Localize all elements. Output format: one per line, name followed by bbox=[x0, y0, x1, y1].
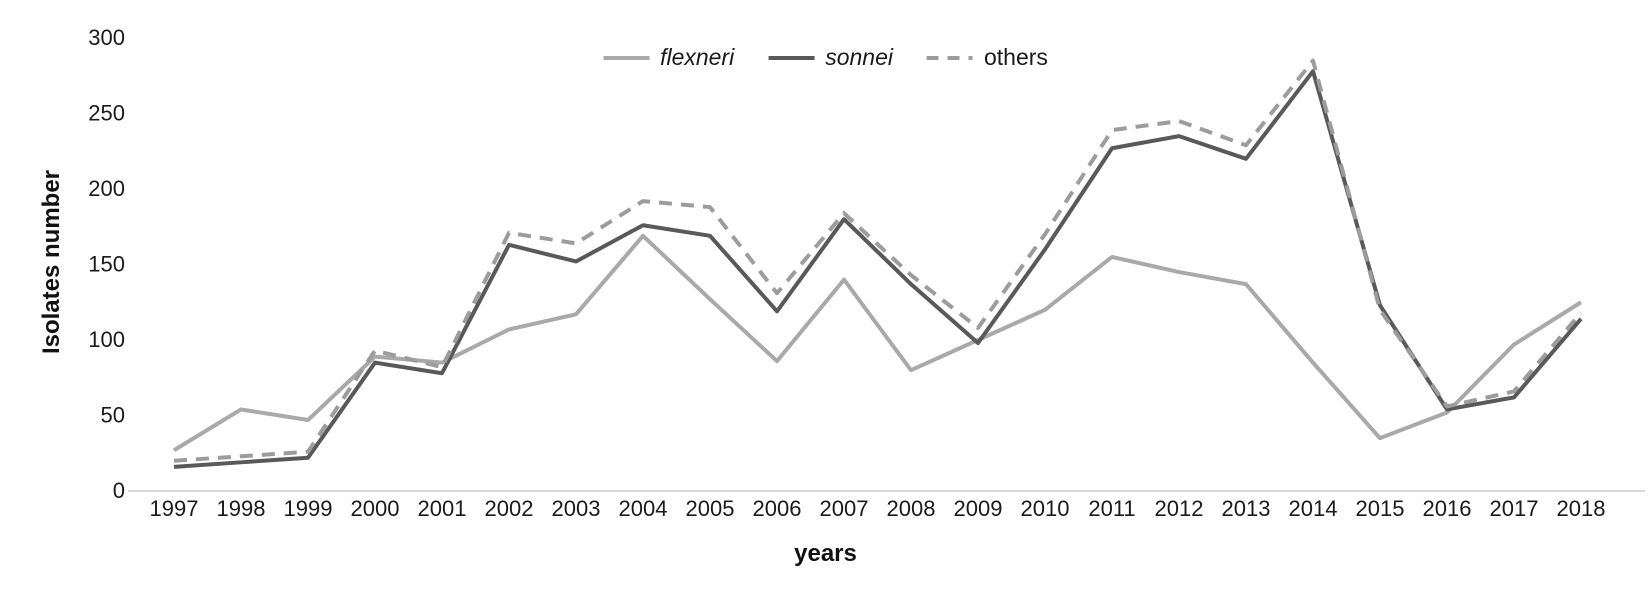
legend-label-sonnei: sonnei bbox=[825, 44, 893, 70]
x-tick-label: 2015 bbox=[1356, 496, 1405, 521]
x-tick-label: 2018 bbox=[1557, 496, 1606, 521]
x-tick-label: 2006 bbox=[753, 496, 802, 521]
y-tick-label: 50 bbox=[101, 403, 125, 428]
x-tick-label: 1999 bbox=[284, 496, 333, 521]
x-tick-label: 1997 bbox=[150, 496, 199, 521]
x-tick-label: 2008 bbox=[887, 496, 936, 521]
x-tick-label: 2013 bbox=[1222, 496, 1271, 521]
y-tick-label: 250 bbox=[88, 101, 125, 126]
x-tick-label: 2007 bbox=[820, 496, 869, 521]
x-tick-label: 2014 bbox=[1289, 496, 1338, 521]
x-tick-label: 2016 bbox=[1423, 496, 1472, 521]
x-tick-label: 2017 bbox=[1490, 496, 1539, 521]
x-tick-label: 2010 bbox=[1021, 496, 1070, 521]
series-line-sonnei bbox=[173, 69, 1583, 469]
legend-item-sonnei: sonnei bbox=[768, 44, 893, 71]
x-tick-label: 2004 bbox=[619, 496, 668, 521]
x-tick-label: 2012 bbox=[1155, 496, 1204, 521]
x-tick-label: 2005 bbox=[686, 496, 735, 521]
y-tick-label: 300 bbox=[88, 25, 125, 50]
y-tick-label: 0 bbox=[113, 478, 125, 503]
x-tick-label: 2000 bbox=[351, 496, 400, 521]
x-tick-label: 1998 bbox=[217, 496, 266, 521]
legend-label-others: others bbox=[984, 44, 1048, 70]
x-tick-label: 2001 bbox=[418, 496, 467, 521]
legend-swatch-sonnei bbox=[768, 55, 815, 60]
y-axis-title-text: Isolates number bbox=[38, 169, 65, 355]
x-tick-label: 2011 bbox=[1088, 496, 1135, 521]
series-line-others bbox=[173, 58, 1583, 463]
x-tick-label: 2002 bbox=[485, 496, 534, 521]
legend-swatch-flexneri bbox=[603, 55, 650, 60]
y-tick-label: 200 bbox=[88, 176, 125, 201]
y-tick-label: 100 bbox=[88, 327, 125, 352]
legend-label-flexneri: flexneri bbox=[660, 44, 735, 70]
x-tick-label: 2003 bbox=[552, 496, 601, 521]
legend-item-others: others bbox=[927, 44, 1048, 71]
y-tick-label: 150 bbox=[88, 252, 125, 277]
x-tick-label: 2009 bbox=[954, 496, 1003, 521]
legend: flexneri sonnei others bbox=[603, 44, 1048, 71]
legend-item-flexneri: flexneri bbox=[603, 44, 734, 71]
x-axis-title: years bbox=[794, 540, 857, 567]
legend-swatch-others bbox=[927, 55, 973, 60]
